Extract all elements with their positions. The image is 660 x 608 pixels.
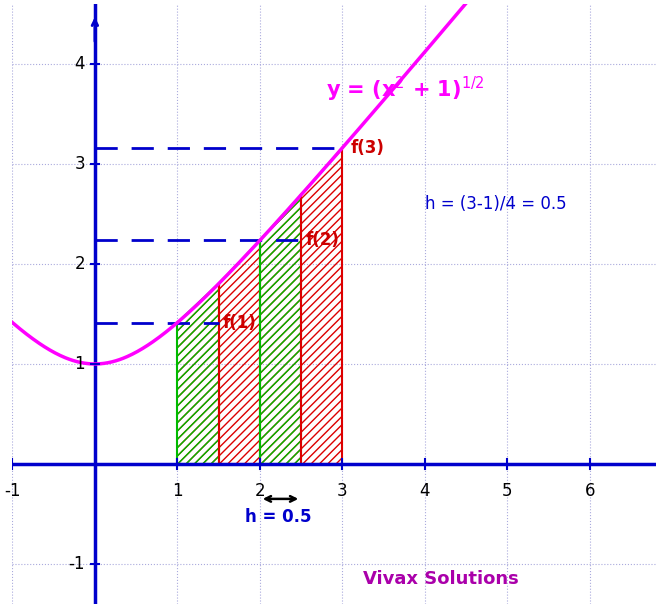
Text: y = (x$^2$ + 1)$^{1/2}$: y = (x$^2$ + 1)$^{1/2}$ [326,75,484,104]
Text: 4: 4 [420,482,430,500]
Text: f(2): f(2) [306,232,339,249]
Text: 3: 3 [337,482,348,500]
Text: 1: 1 [75,355,85,373]
Text: Vivax Solutions: Vivax Solutions [364,570,519,588]
Text: f(1): f(1) [223,314,257,331]
Text: 1: 1 [172,482,183,500]
Text: 4: 4 [75,55,85,73]
Text: h = (3-1)/4 = 0.5: h = (3-1)/4 = 0.5 [425,195,566,213]
Text: h = 0.5: h = 0.5 [245,508,312,526]
Text: 2: 2 [75,255,85,273]
Text: f(3): f(3) [350,139,385,157]
Text: 3: 3 [75,155,85,173]
Text: -1: -1 [4,482,20,500]
Text: -1: -1 [69,555,85,573]
Text: 5: 5 [502,482,513,500]
Text: 2: 2 [255,482,265,500]
Text: 6: 6 [585,482,595,500]
